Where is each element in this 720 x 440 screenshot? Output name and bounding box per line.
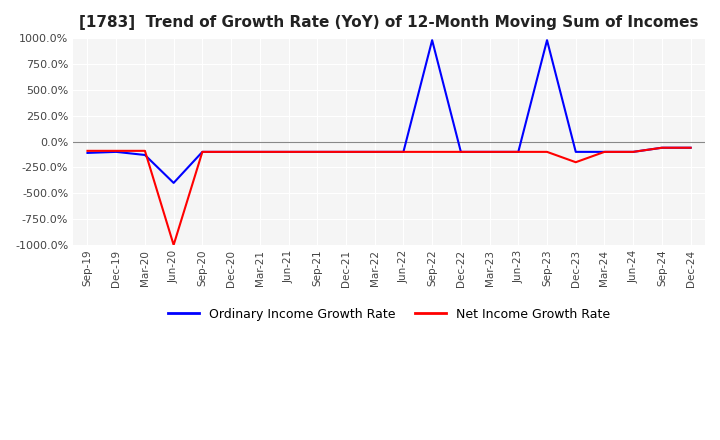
Legend: Ordinary Income Growth Rate, Net Income Growth Rate: Ordinary Income Growth Rate, Net Income … [163,303,615,326]
Title: [1783]  Trend of Growth Rate (YoY) of 12-Month Moving Sum of Incomes: [1783] Trend of Growth Rate (YoY) of 12-… [79,15,699,30]
